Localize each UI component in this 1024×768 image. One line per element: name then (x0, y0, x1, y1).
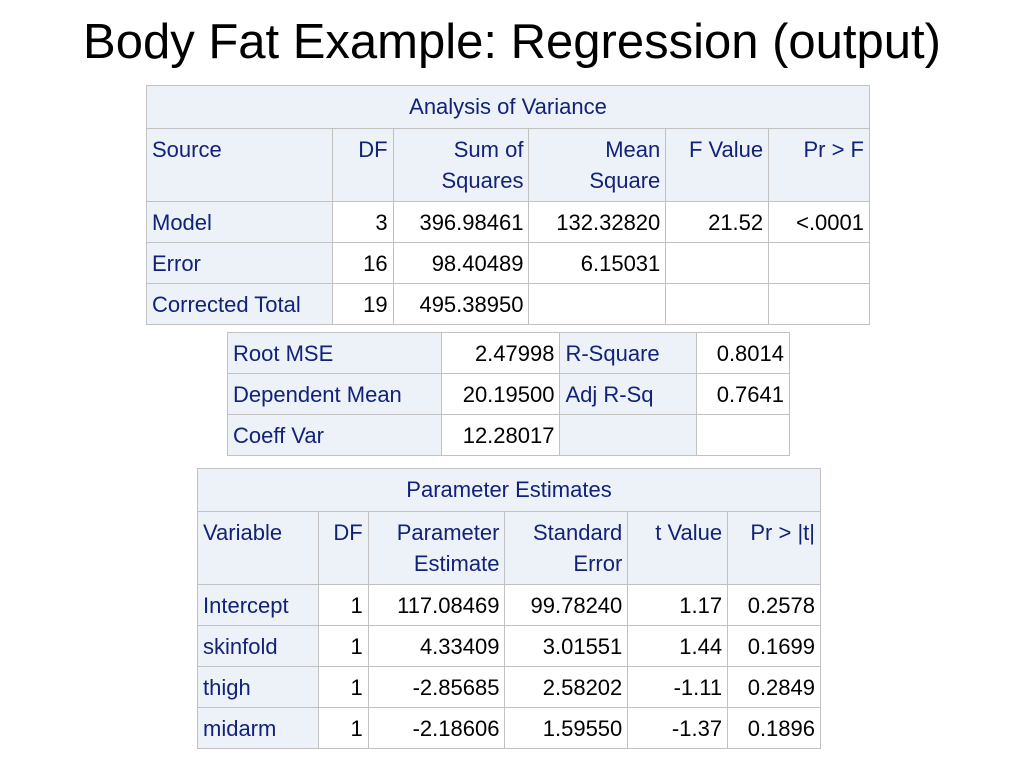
table-cell: -2.18606 (367, 707, 506, 749)
table-cell: 1.59550 (504, 707, 629, 749)
table-cell (768, 242, 870, 284)
header-line: Error (573, 551, 623, 576)
table-row: midarm 1 -2.18606 1.59550 -1.37 0.1896 (197, 707, 821, 749)
stat-label-dependent-mean: Dependent Mean (227, 373, 442, 415)
stat-value: 2.47998 (440, 332, 561, 374)
table-row: Intercept 1 117.08469 99.78240 1.17 0.25… (197, 584, 821, 626)
stat-value: 0.8014 (696, 332, 790, 374)
col-header-df: DF (331, 128, 394, 202)
stat-label-empty (559, 414, 698, 456)
row-header-corrected-total: Corrected Total (146, 283, 333, 325)
table-cell (768, 283, 870, 325)
table-row: Corrected Total 19 495.38950 (146, 283, 870, 325)
stat-label-root-mse: Root MSE (227, 332, 442, 374)
table-cell: 6.15031 (528, 242, 667, 284)
table-row: thigh 1 -2.85685 2.58202 -1.11 0.2849 (197, 666, 821, 708)
table-cell: 98.40489 (392, 242, 530, 284)
table-cell: 1 (317, 625, 369, 667)
fit-statistics-table: Root MSE 2.47998 R-Square 0.8014 Depende… (227, 332, 790, 456)
table-cell: 396.98461 (392, 201, 530, 243)
table-row: Root MSE 2.47998 R-Square 0.8014 (227, 332, 790, 374)
row-header-error: Error (146, 242, 333, 284)
header-line: Estimate (413, 551, 500, 576)
header-line: Square (589, 168, 661, 193)
table-cell: 3.01551 (504, 625, 629, 667)
stat-label-r-square: R-Square (559, 332, 698, 374)
row-header-model: Model (146, 201, 333, 243)
table-row: Coeff Var 12.28017 (227, 414, 790, 456)
table-cell: -1.37 (627, 707, 729, 749)
table-cell: 0.1699 (727, 625, 821, 667)
stat-value: 12.28017 (440, 414, 561, 456)
stat-label-adj-r-sq: Adj R-Sq (559, 373, 698, 415)
col-header-t-value: t Value (627, 511, 729, 585)
table-cell: 2.58202 (504, 666, 629, 708)
col-header-source: Source (146, 128, 333, 202)
col-header-variable: Variable (197, 511, 319, 585)
table-row: Error 16 98.40489 6.15031 (146, 242, 870, 284)
header-line: Sum of (453, 137, 524, 162)
row-header-midarm: midarm (197, 707, 319, 749)
table-cell: 1 (317, 666, 369, 708)
table-cell: 1 (317, 707, 369, 749)
table-cell: 0.2578 (727, 584, 821, 626)
col-header-pr-f: Pr > F (768, 128, 870, 202)
table-cell: 132.32820 (528, 201, 667, 243)
table-cell: 117.08469 (367, 584, 506, 626)
table-cell: -1.11 (627, 666, 729, 708)
stat-value (696, 414, 790, 456)
table-cell (528, 283, 667, 325)
table-cell: 21.52 (665, 201, 770, 243)
parameter-estimates-table: Parameter Estimates Variable DF Paramete… (197, 468, 821, 749)
table-cell: 16 (331, 242, 394, 284)
table-cell: 1.17 (627, 584, 729, 626)
table-cell: -2.85685 (367, 666, 506, 708)
params-caption: Parameter Estimates (197, 468, 821, 512)
col-header-mean-square: Mean Square (528, 128, 667, 202)
table-cell: 1 (317, 584, 369, 626)
header-line: Standard (532, 520, 623, 545)
anova-caption: Analysis of Variance (146, 85, 870, 129)
table-cell: 495.38950 (392, 283, 530, 325)
stat-label-coeff-var: Coeff Var (227, 414, 442, 456)
table-row: skinfold 1 4.33409 3.01551 1.44 0.1699 (197, 625, 821, 667)
header-line: Parameter (396, 520, 500, 545)
table-cell: 3 (331, 201, 394, 243)
table-cell: 19 (331, 283, 394, 325)
table-cell: <.0001 (768, 201, 870, 243)
table-cell: 99.78240 (504, 584, 629, 626)
anova-table: Analysis of Variance Source DF Sum of Squ… (146, 85, 870, 325)
table-cell (665, 242, 770, 284)
header-line: Squares (441, 168, 524, 193)
table-cell: 1.44 (627, 625, 729, 667)
col-header-pr-t: Pr > |t| (727, 511, 821, 585)
header-line: Mean (605, 137, 661, 162)
col-header-df: DF (317, 511, 369, 585)
table-cell: 0.2849 (727, 666, 821, 708)
stat-value: 20.19500 (440, 373, 561, 415)
col-header-f-value: F Value (665, 128, 770, 202)
row-header-skinfold: skinfold (197, 625, 319, 667)
row-header-thigh: thigh (197, 666, 319, 708)
stat-value: 0.7641 (696, 373, 790, 415)
table-row: Model 3 396.98461 132.32820 21.52 <.0001 (146, 201, 870, 243)
col-header-sum-of-squares: Sum of Squares (392, 128, 530, 202)
col-header-standard-error: Standard Error (504, 511, 629, 585)
slide-title: Body Fat Example: Regression (output) (83, 15, 941, 69)
table-row: Dependent Mean 20.19500 Adj R-Sq 0.7641 (227, 373, 790, 415)
col-header-parameter-estimate: Parameter Estimate (367, 511, 506, 585)
table-cell (665, 283, 770, 325)
row-header-intercept: Intercept (197, 584, 319, 626)
table-cell: 0.1896 (727, 707, 821, 749)
table-cell: 4.33409 (367, 625, 506, 667)
